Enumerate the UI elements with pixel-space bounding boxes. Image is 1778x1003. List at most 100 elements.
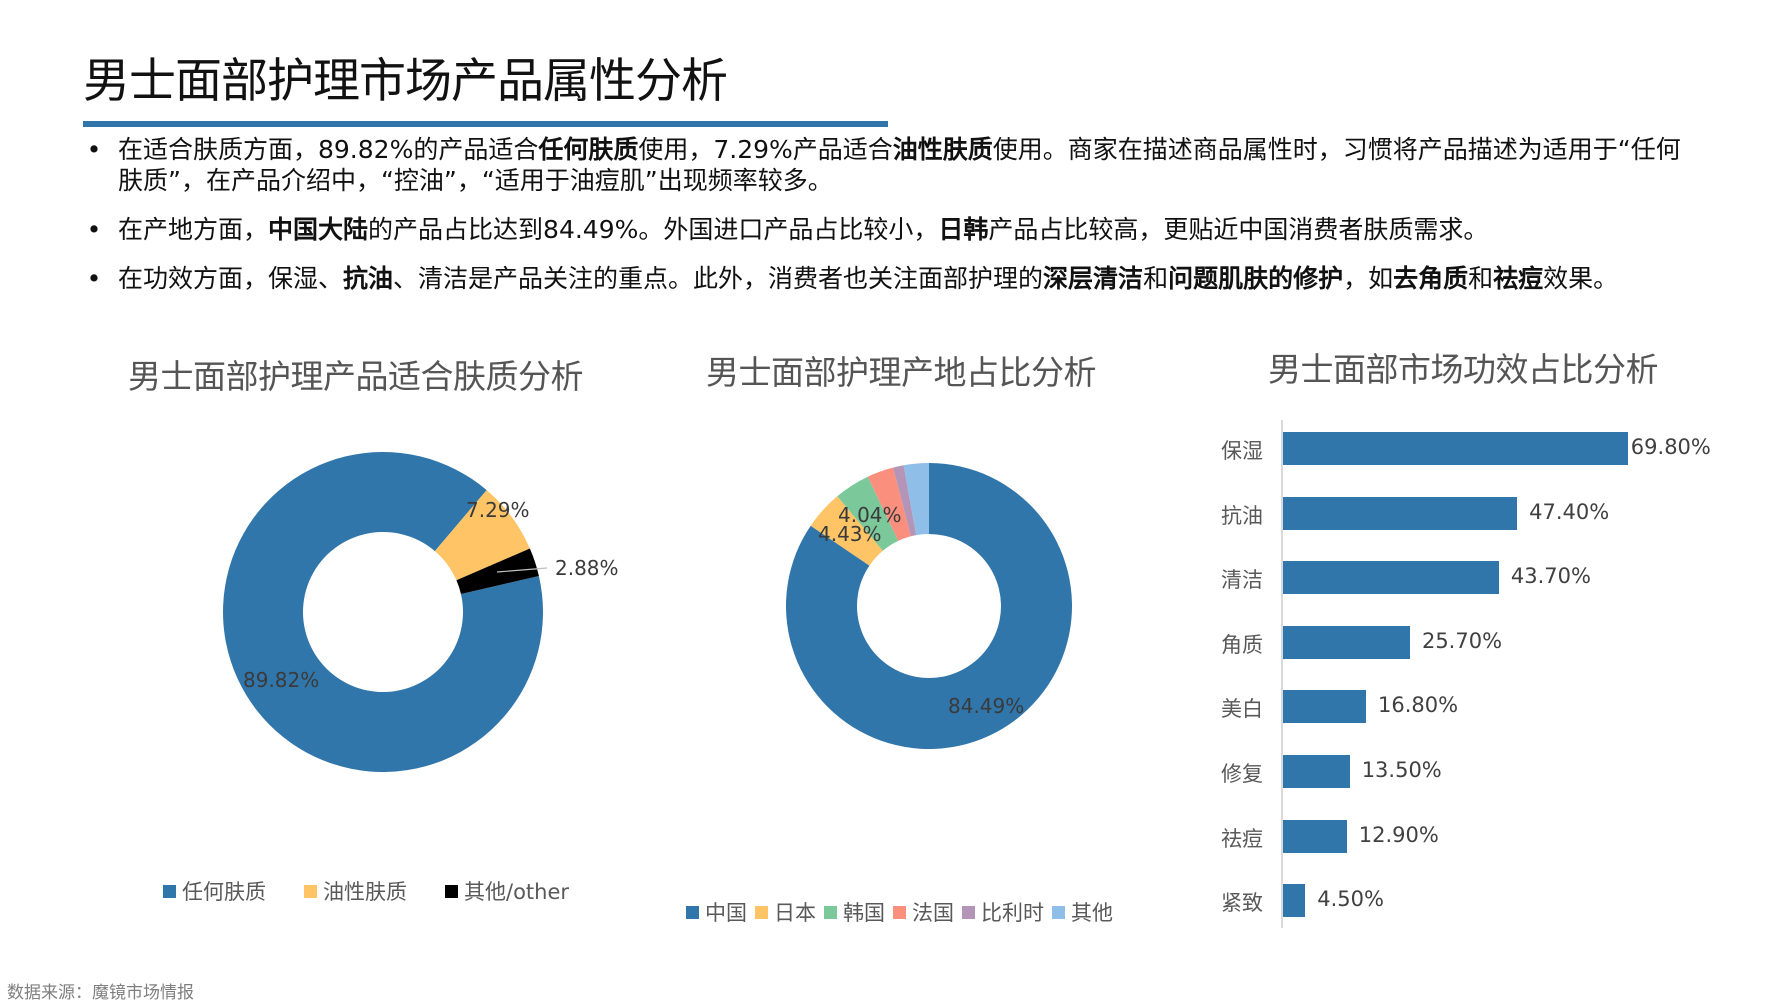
bullet-dot-icon: •	[86, 215, 102, 244]
donut1-leader-line	[496, 567, 548, 573]
legend-label: 比利时	[981, 901, 1044, 925]
bar-category-label: 紧致	[1221, 891, 1263, 916]
donut2-label-korea: 4.04%	[838, 503, 902, 527]
legend-swatch-icon	[1052, 905, 1065, 919]
bar-category-label: 抗油	[1221, 503, 1263, 528]
donut1-label-other: 2.88%	[555, 556, 619, 580]
bullet-text: 和	[1143, 264, 1169, 293]
data-source-note: 数据来源：魔镜市场情报	[7, 983, 194, 1003]
legend-item: 油性肤质	[304, 876, 407, 906]
chart-title-skin-type: 男士面部护理产品适合肤质分析	[128, 357, 584, 396]
bullet-emphasis: 祛痘	[1493, 264, 1544, 293]
bar-value-label: 13.50%	[1361, 758, 1442, 782]
legend-label: 中国	[705, 901, 747, 925]
origin-slice	[837, 476, 899, 551]
legend-label: 日本	[774, 901, 816, 925]
bar	[1283, 884, 1306, 918]
donut2-label-japan: 4.43%	[818, 522, 882, 546]
bullet-emphasis: 任何肤质	[538, 135, 639, 164]
donut1-label-any-skin: 89.82%	[243, 668, 320, 692]
legend-swatch-icon	[163, 884, 176, 898]
bar-value-label: 47.40%	[1529, 499, 1610, 524]
legend-item: 中国	[686, 897, 747, 927]
bar-category-label: 保湿	[1221, 439, 1263, 463]
bar	[1283, 819, 1347, 853]
donut1-legend: 任何肤质 油性肤质 其他/other	[163, 876, 607, 906]
bullet-emphasis: 深层清洁	[1043, 264, 1144, 293]
bullet-emphasis: 去角质	[1393, 264, 1469, 293]
origin-slice	[867, 467, 911, 541]
bullet-text: 、清洁是产品关注的重点。此外，消费者也关注面部护理的	[393, 264, 1044, 293]
skin-type-donut-chart	[222, 452, 543, 772]
bar-value-label: 69.80%	[1630, 435, 1711, 459]
legend-label: 其他	[1071, 901, 1113, 925]
legend-swatch-icon	[824, 905, 837, 919]
summary-bullets: • 在适合肤质方面，89.82%的产品适合任何肤质使用，7.29%产品适合油性肤质…	[84, 134, 1704, 312]
origin-slice	[903, 463, 929, 536]
legend-swatch-icon	[962, 905, 975, 919]
page-title: 男士面部护理市场产品属性分析	[83, 54, 728, 109]
bar-category-label: 修复	[1221, 762, 1263, 786]
bullet-item: • 在适合肤质方面，89.82%的产品适合任何肤质使用，7.29%产品适合油性肤质…	[84, 134, 1704, 196]
title-underline-bar	[83, 121, 888, 127]
donut2-legend: 中国 日本 韩国 法国 比利时 其他	[686, 897, 1121, 927]
legend-item: 任何肤质	[163, 876, 266, 906]
legend-label: 任何肤质	[182, 880, 266, 904]
bar	[1283, 432, 1628, 465]
bullet-text: 和	[1468, 264, 1494, 293]
legend-item: 比利时	[962, 897, 1044, 927]
bar	[1283, 625, 1410, 659]
legend-label: 其他/other	[464, 880, 570, 904]
bar-value-label: 25.70%	[1421, 628, 1503, 653]
bullet-text: 在适合肤质方面，89.82%的产品适合	[118, 135, 539, 164]
bullet-text: 效果。	[1543, 264, 1619, 293]
legend-label: 韩国	[843, 901, 885, 925]
skin-type-slice	[434, 490, 530, 581]
origin-slice	[810, 496, 883, 566]
legend-item: 韩国	[824, 897, 885, 927]
bullet-text: 的产品占比达到84.49%。外国进口产品占比较小，	[368, 215, 939, 244]
bar-category-label: 角质	[1221, 632, 1263, 657]
bullet-item: • 在产地方面，中国大陆的产品占比达到84.49%。外国进口产品占比较小，日韩产品…	[84, 214, 1704, 245]
origin-donut-chart	[786, 463, 1072, 749]
bullet-emphasis: 中国大陆	[268, 215, 369, 244]
legend-item: 日本	[755, 897, 816, 927]
skin-type-slice	[456, 548, 539, 595]
bar-value-label: 16.80%	[1377, 693, 1459, 718]
bar	[1283, 755, 1350, 788]
bar-category-label: 美白	[1221, 697, 1263, 722]
donut1-label-oily-skin: 7.29%	[466, 498, 530, 522]
bullet-dot-icon: •	[86, 135, 102, 164]
bar-chart-axis-line	[1281, 420, 1283, 928]
bullet-emphasis: 日韩	[938, 215, 989, 244]
bullet-text: 在功效方面，保湿、	[118, 264, 344, 293]
bullet-emphasis: 问题肌肤的修护	[1168, 264, 1344, 293]
bar	[1283, 690, 1366, 724]
chart-title-origin: 男士面部护理产地占比分析	[706, 353, 1097, 392]
bar-value-label: 12.90%	[1358, 822, 1439, 847]
legend-swatch-icon	[304, 884, 317, 898]
bullet-text: 产品占比较高，更贴近中国消费者肤质需求。	[988, 215, 1489, 244]
origin-slice	[786, 463, 1072, 749]
bar-value-label: 4.50%	[1317, 887, 1384, 912]
legend-label: 法国	[912, 901, 954, 925]
skin-type-slice	[222, 452, 543, 772]
chart-title-efficacy: 男士面部市场功效占比分析	[1268, 350, 1659, 389]
origin-slice	[893, 465, 917, 537]
bullet-dot-icon: •	[86, 264, 102, 293]
legend-swatch-icon	[445, 884, 458, 898]
bar-category-label: 清洁	[1221, 568, 1263, 593]
legend-item: 法国	[893, 897, 954, 927]
legend-swatch-icon	[686, 905, 699, 919]
donut2-label-china: 84.49%	[948, 694, 1025, 718]
bullet-emphasis: 抗油	[343, 264, 394, 293]
legend-item: 其他	[1052, 897, 1113, 927]
bar	[1283, 561, 1499, 595]
bar-value-label: 43.70%	[1510, 564, 1591, 589]
bar-category-label: 祛痘	[1221, 826, 1263, 851]
bullet-item: • 在功效方面，保湿、抗油、清洁是产品关注的重点。此外，消费者也关注面部护理的深层…	[84, 263, 1704, 294]
bullet-text: 使用。商家在描述商品属性时，习惯将产品描述为适用于“任何肤质”，在产品介绍中，“…	[118, 135, 1681, 195]
bullet-emphasis: 油性肤质	[892, 135, 993, 164]
legend-swatch-icon	[755, 905, 768, 919]
bar	[1283, 496, 1518, 530]
